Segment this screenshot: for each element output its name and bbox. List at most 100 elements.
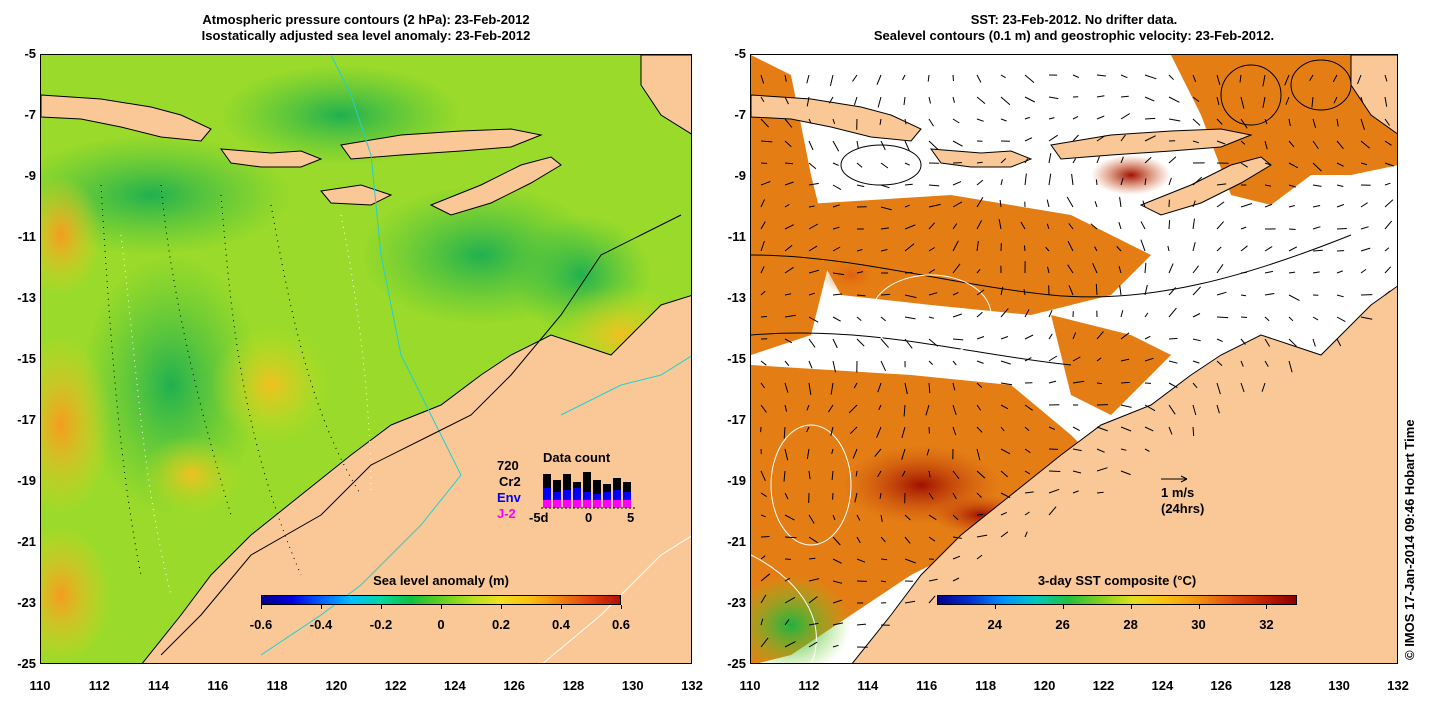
- right_panel-colorbar-tick-mark: [1198, 605, 1200, 609]
- velocity-arrow: [976, 96, 986, 104]
- velocity-arrow: [952, 263, 961, 274]
- velocity-arrow: [1024, 470, 1031, 475]
- velocity-arrow: [760, 140, 773, 143]
- velocity-arrow: [1045, 246, 1050, 252]
- sumbawa-flores-island: [1050, 128, 1253, 160]
- velocity-arrow: [1024, 96, 1036, 103]
- velocity-arrow: [1264, 270, 1273, 274]
- velocity-arrow: [832, 644, 839, 648]
- velocity-arrow: [808, 596, 818, 604]
- velocity-arrow: [1168, 177, 1172, 186]
- velocity-arrow: [760, 573, 771, 582]
- left_panel-colorbar-tick-mark: [381, 605, 382, 609]
- velocity-arrow: [855, 470, 858, 477]
- velocity-arrow: [880, 514, 883, 522]
- velocity-arrow: [1000, 286, 1004, 296]
- velocity-arrow: [952, 181, 962, 186]
- velocity-arrow: [784, 96, 789, 105]
- right_panel-colorbar-tick: 30: [1191, 617, 1206, 632]
- velocity-arrow: [1024, 491, 1034, 494]
- velocity-arrow: [1168, 382, 1178, 389]
- velocity-arrow: [1240, 316, 1248, 318]
- velocity-arrow: [832, 316, 841, 322]
- velocity-arrow: [1216, 221, 1224, 230]
- velocity-arrow: [808, 182, 819, 186]
- velocity-arrow: [1168, 287, 1177, 296]
- velocity-arrow: [1288, 184, 1296, 188]
- left_panel-lat-tick: -15: [17, 351, 36, 366]
- velocity-arrow: [1120, 310, 1124, 318]
- velocity-arrow: [1120, 426, 1132, 432]
- velocity-arrow: [760, 514, 766, 518]
- velocity-arrow: [1312, 316, 1319, 321]
- sla-high-4: [141, 435, 241, 515]
- velocity-arrow: [1384, 266, 1392, 274]
- velocity-arrow: [808, 641, 818, 648]
- velocity-arrow: [1168, 156, 1177, 164]
- velocity-arrow: [1046, 223, 1050, 230]
- velocity-arrow: [760, 74, 765, 84]
- velocity-arrow: [853, 382, 858, 389]
- velocity-arrow: [1048, 488, 1060, 494]
- velocity-arrow: [1336, 118, 1339, 127]
- velocity-arrow: [1288, 338, 1297, 347]
- velocity-arrow: [1216, 201, 1225, 208]
- left_panel-lat-tick: -17: [17, 412, 36, 427]
- velocity-arrow: [1120, 332, 1130, 340]
- velocity-arrow: [1024, 309, 1030, 318]
- velocity-arrow: [1336, 294, 1344, 298]
- velocity-arrow: [1192, 338, 1201, 342]
- velocity-arrow: [928, 203, 941, 208]
- velocity-arrow: [998, 219, 1002, 230]
- velocity-arrow: [760, 316, 767, 318]
- velocity-arrow: [1285, 96, 1290, 105]
- velocity-arrow: [1216, 246, 1222, 252]
- sst-region-east: [1051, 315, 1171, 415]
- velocity-scale-label: 1 m/s: [1161, 485, 1195, 500]
- velocity-arrow: [928, 184, 940, 187]
- coast-offshore-line: [160, 214, 682, 656]
- velocity-arrow: [1216, 140, 1226, 145]
- velocity-arrow: [1140, 239, 1146, 252]
- velocity-arrow: [1360, 118, 1365, 130]
- velocity-arrow: [1240, 226, 1247, 230]
- velocity-arrow: [928, 360, 933, 365]
- velocity-arrow: [1288, 271, 1296, 274]
- right_panel-lon-tick: 114: [857, 678, 879, 693]
- velocity-arrow: [832, 514, 836, 521]
- velocity-arrow: [904, 600, 916, 604]
- velocity-arrow: [808, 316, 819, 323]
- velocity-arrow: [1216, 118, 1223, 125]
- velocity-arrow: [1072, 356, 1081, 362]
- velocity-arrow: [856, 623, 867, 626]
- velocity-arrow: [1384, 140, 1392, 146]
- velocity-arrow: [1168, 426, 1173, 435]
- velocity-arrow: [1144, 335, 1151, 340]
- left_panel-lat-tick: -13: [17, 290, 36, 305]
- velocity-arrow: [1095, 283, 1098, 296]
- velocity-arrow: [808, 140, 814, 151]
- sst-canvas: [751, 55, 1397, 663]
- right_panel-lon-tick: 126: [1210, 678, 1233, 693]
- velocity-arrow: [879, 492, 882, 499]
- velocity-arrow: [1000, 382, 1013, 386]
- velocity-arrow: [1240, 294, 1247, 297]
- velocity-arrow: [1332, 74, 1338, 83]
- sla-high-2: [41, 175, 101, 295]
- velocity-arrow: [1096, 382, 1103, 385]
- velocity-arrow: [1264, 184, 1272, 187]
- australia-landmass: [851, 285, 1397, 663]
- velocity-arrow: [1288, 118, 1291, 127]
- velocity-arrow: [1288, 360, 1293, 373]
- velocity-arrow: [976, 534, 988, 538]
- velocity-arrow: [877, 382, 882, 393]
- velocity-arrow: [832, 580, 843, 584]
- velocity-arrow: [1309, 74, 1314, 81]
- velocity-arrow: [1284, 74, 1290, 86]
- velocity-arrow: [784, 118, 793, 128]
- velocity-arrow: [928, 595, 936, 604]
- left-title-line2: Isostatically adjusted sea level anomaly…: [201, 28, 531, 43]
- velocity-arrow: [1384, 247, 1390, 252]
- velocity-arrow: [1192, 382, 1198, 389]
- velocity-arrow: [1336, 184, 1344, 187]
